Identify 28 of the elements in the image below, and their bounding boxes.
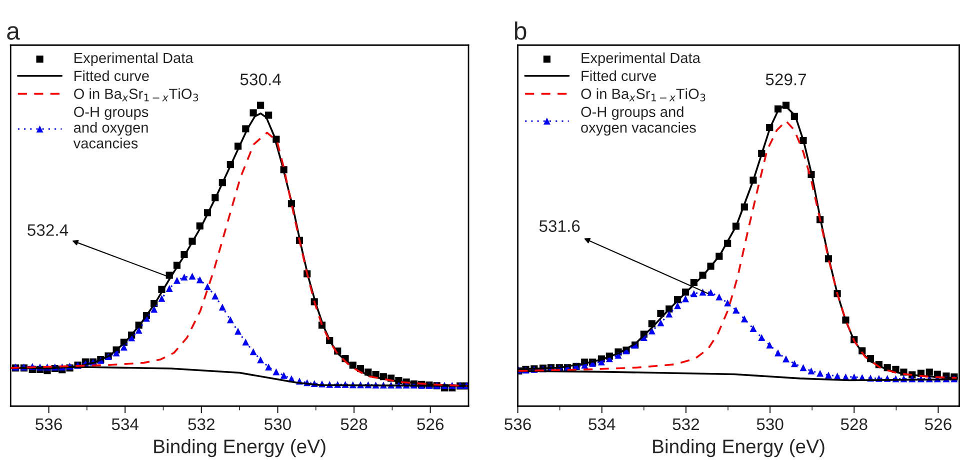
legend-label: O-H groups and oxygen vacancies [73, 106, 148, 148]
x-tick-label: 534 [588, 418, 616, 430]
x-tick-label: 532 [188, 418, 214, 430]
legend-label: O in Ba$_{x}$Sr$_{1−x}$TiO$_{3}$ [581, 88, 706, 102]
x-tick-label: 532 [672, 418, 700, 430]
annotation: 531.6 [539, 220, 580, 232]
legend-label: Fitted curve [74, 70, 149, 82]
x-tick-label: 534 [112, 418, 139, 430]
legend-label: O in Ba$_{x}$Sr$_{1−x}$TiO$_{3}$ [74, 88, 198, 102]
legend-label: O-H groups and oxygen vacancies [581, 106, 696, 136]
x-tick-label: 536 [504, 418, 531, 430]
annotation: 532.4 [28, 224, 68, 236]
x-tick-label: 528 [840, 418, 868, 430]
legend-label: Experimental Data [582, 52, 700, 66]
x-axis-title: Binding Energy (eV) [653, 439, 824, 458]
x-tick-label: 530 [756, 418, 784, 430]
legend-label: Fitted curve [582, 70, 656, 82]
x-tick-label: 526 [924, 418, 952, 430]
x-tick-label: 526 [417, 418, 444, 430]
chart-title: a [7, 26, 20, 40]
annotation: 529.7 [766, 74, 806, 86]
x-tick-label: 528 [340, 418, 368, 430]
x-tick-label: 536 [36, 418, 62, 430]
annotation: 530.4 [240, 74, 281, 86]
chart-title: b [514, 21, 526, 40]
legend-label: Experimental Data [74, 52, 194, 66]
x-tick-label: 530 [264, 418, 291, 430]
x-axis-title: Binding Energy (eV) [154, 439, 326, 458]
